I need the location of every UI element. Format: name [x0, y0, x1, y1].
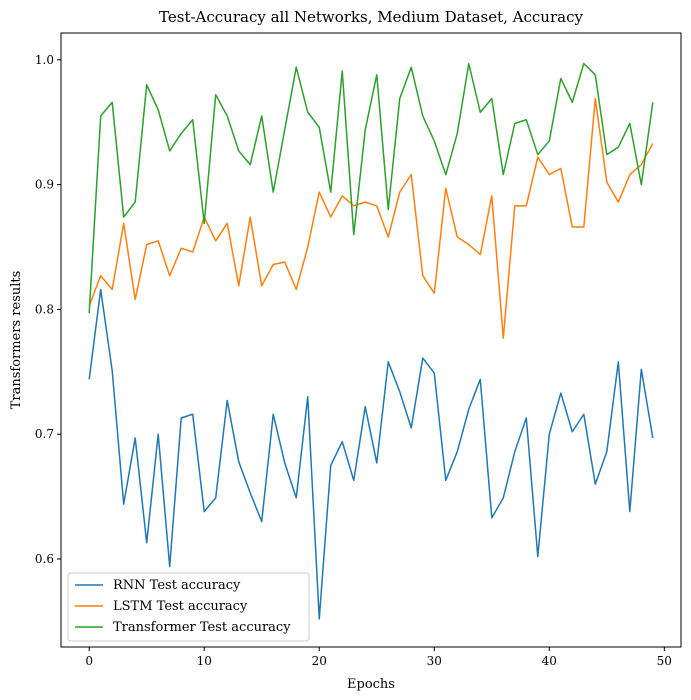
x-axis: 0 10 20 30 40 50: [85, 647, 672, 668]
y-tick-label: 0.8: [35, 302, 54, 316]
legend-box: [67, 572, 310, 642]
x-axis-label: Epochs: [347, 677, 395, 692]
y-tick-label: 0.7: [35, 427, 54, 441]
y-tick-label: 0.9: [35, 178, 54, 192]
series-line-1: [88, 97, 654, 339]
chart-title: Test-Accuracy all Networks, Medium Datas…: [159, 8, 583, 26]
y-tick-label: 0.6: [35, 552, 54, 566]
legend-label-1: LSTM Test accuracy: [113, 599, 248, 614]
plot-area: [88, 62, 654, 620]
x-tick-label: 0: [85, 654, 93, 668]
legend-label-2: Transformer Test accuracy: [113, 620, 291, 635]
x-tick-label: 20: [312, 654, 327, 668]
legend: RNN Test accuracy LSTM Test accuracy Trans…: [67, 572, 310, 642]
x-tick-label: 30: [427, 654, 442, 668]
legend-label-0: RNN Test accuracy: [113, 578, 241, 593]
plot-frame: [60, 32, 682, 648]
x-tick-label: 40: [542, 654, 557, 668]
y-axis-label: Transformers results: [9, 271, 24, 410]
y-tick-label: 1.0: [35, 53, 54, 67]
series-line-2: [88, 62, 654, 314]
x-tick-label: 10: [197, 654, 212, 668]
y-axis: 0.6 0.7 0.8 0.9 1.0: [35, 53, 61, 566]
series-line-0: [88, 288, 654, 620]
x-tick-label: 50: [657, 654, 672, 668]
